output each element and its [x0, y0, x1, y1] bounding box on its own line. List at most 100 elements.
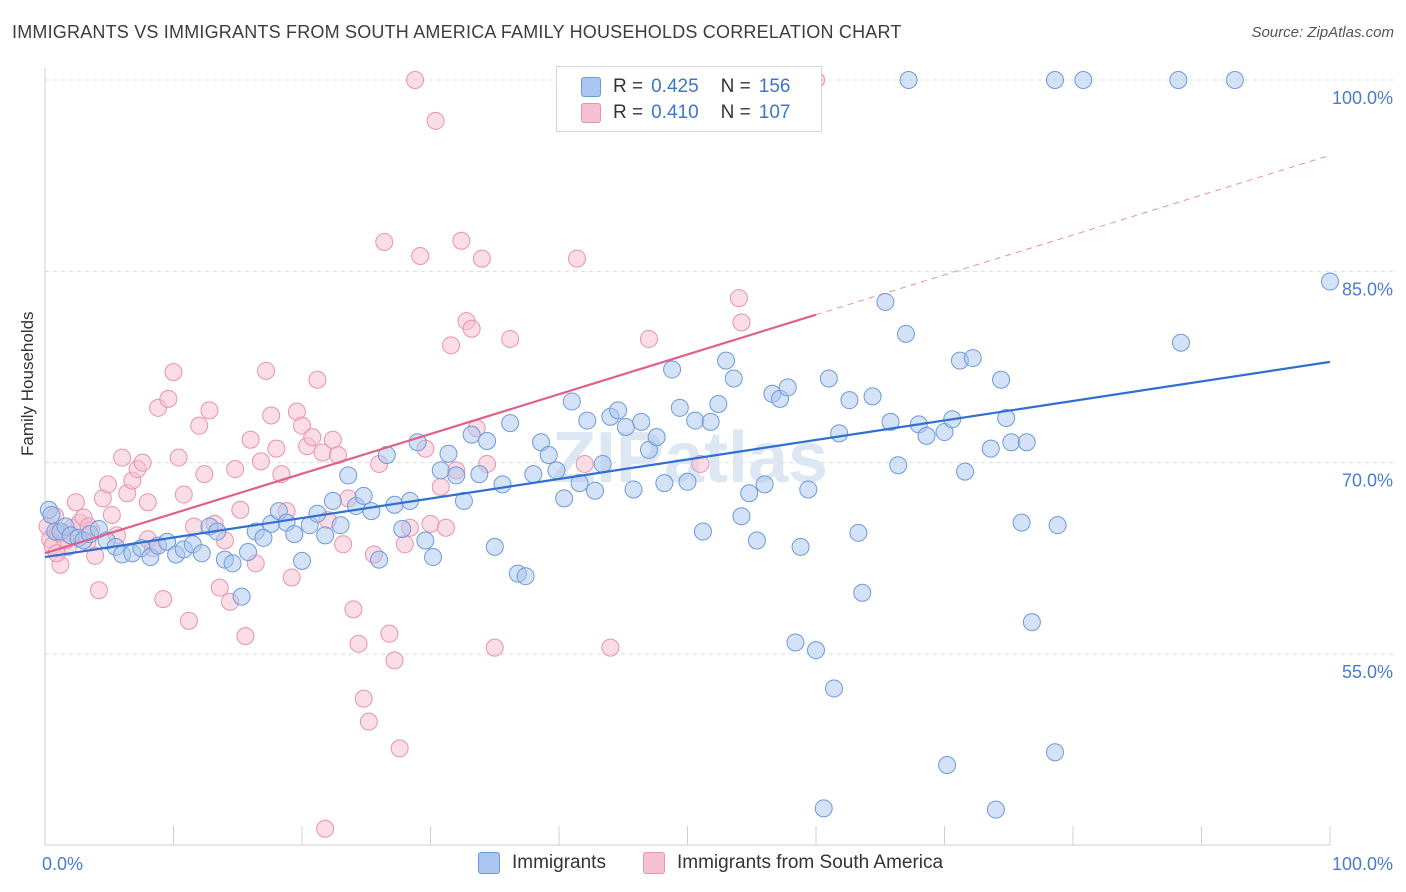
south-america-point	[395, 535, 414, 554]
immigrants-point	[881, 412, 900, 431]
south-america-point	[349, 634, 368, 653]
south-america-point	[344, 600, 363, 619]
south-america-point	[267, 439, 286, 458]
immigrants-point	[547, 461, 566, 480]
south-america-point	[390, 739, 409, 758]
immigrants-point	[431, 461, 450, 480]
immigrants-point	[740, 484, 759, 503]
immigrants-point	[593, 454, 612, 473]
immigrants-point	[609, 401, 628, 420]
immigrants-point	[1169, 71, 1188, 89]
immigrants-point	[849, 523, 868, 542]
immigrants-point	[853, 583, 872, 602]
south-america-point	[426, 111, 445, 130]
immigrants-point	[285, 525, 304, 544]
immigrants-point	[439, 444, 458, 463]
immigrants-point	[896, 324, 915, 343]
immigrants-point	[663, 360, 682, 379]
immigrants-point	[863, 387, 882, 406]
immigrants-point	[1048, 516, 1067, 535]
south-america-point	[691, 454, 710, 473]
south-america-point	[334, 535, 353, 554]
n-value: 156	[758, 76, 791, 97]
n-label: N =	[720, 76, 751, 97]
immigrants-point	[1022, 613, 1041, 632]
immigrants-point	[997, 409, 1016, 428]
south-america-point	[442, 336, 461, 355]
south-america-point	[452, 231, 471, 250]
immigrants-point	[693, 522, 712, 541]
south-america-point	[133, 453, 152, 472]
south-america-point	[485, 638, 504, 657]
south-america-point	[354, 689, 373, 708]
south-america-point	[138, 493, 157, 512]
immigrants-point	[616, 417, 635, 436]
south-america-legend-swatch	[643, 852, 665, 874]
south-america-point	[226, 460, 245, 479]
south-america-point	[190, 416, 209, 435]
immigrants-point	[1074, 71, 1093, 89]
immigrants-point	[1225, 71, 1244, 89]
south-america-point	[236, 627, 255, 646]
immigrants-legend-swatch	[478, 852, 500, 874]
r-value: 0.425	[651, 76, 699, 97]
immigrants-point	[840, 391, 859, 410]
south-america-point	[262, 406, 281, 425]
legend-row-south-america: R = 0.410 N = 107	[581, 101, 790, 125]
south-america-point	[185, 517, 204, 536]
immigrants-point	[814, 799, 833, 818]
south-america-point	[303, 428, 322, 447]
immigrants-point	[370, 550, 389, 569]
south-america-point	[98, 475, 117, 494]
legend-item-south-america: Immigrants from South America	[643, 852, 943, 874]
south-america-point	[179, 611, 198, 630]
immigrants-point	[524, 465, 543, 484]
south-america-point	[316, 819, 335, 838]
south-america-point	[436, 518, 455, 537]
immigrants-point	[293, 551, 311, 570]
immigrants-point	[539, 446, 558, 465]
axis-layer	[44, 68, 1331, 846]
immigrants-point	[876, 292, 895, 311]
series-legend: Immigrants Immigrants from South America	[0, 852, 1406, 878]
y-tick-label: 100.0%	[1332, 88, 1393, 108]
immigrants-point	[416, 531, 435, 550]
n-value: 107	[758, 102, 791, 123]
immigrants-point	[732, 507, 751, 526]
south-america-point	[164, 363, 183, 382]
immigrants-point	[408, 433, 427, 452]
immigrants-point	[747, 531, 766, 550]
immigrants-point	[1046, 743, 1065, 762]
immigrants-point	[354, 486, 373, 505]
immigrants-point	[986, 800, 1005, 819]
y-tick-label: 55.0%	[1342, 662, 1393, 682]
south-america-point	[601, 638, 620, 657]
south-america-point	[575, 454, 594, 473]
legend-row-immigrants: R = 0.425 N = 156	[581, 75, 790, 99]
south-america-trend-line	[44, 313, 817, 555]
immigrants-point	[647, 428, 666, 447]
south-america-point	[380, 624, 399, 643]
immigrants-point	[655, 474, 674, 493]
immigrants-point	[562, 392, 581, 411]
immigrants-point	[992, 370, 1011, 389]
immigrants-point	[1046, 71, 1065, 89]
south-america-point	[89, 581, 108, 600]
immigrants-point	[1171, 333, 1190, 352]
immigrants-point	[555, 489, 574, 508]
immigrants-point	[362, 502, 381, 521]
immigrants-point	[1002, 433, 1021, 452]
immigrants-point	[316, 526, 335, 545]
immigrants-point	[899, 71, 918, 89]
south-america-point	[732, 313, 751, 332]
south-america-trend-extension	[815, 154, 1331, 316]
immigrants-point	[807, 641, 825, 660]
south-america-point	[472, 249, 491, 268]
immigrants-point	[778, 378, 797, 397]
immigrants-point	[632, 412, 651, 431]
immigrants-point	[1017, 433, 1036, 452]
immigrants-point	[570, 474, 589, 493]
legend-label-immigrants: Immigrants	[512, 852, 606, 873]
immigrants-point	[462, 425, 481, 444]
south-america-swatch	[581, 103, 601, 123]
